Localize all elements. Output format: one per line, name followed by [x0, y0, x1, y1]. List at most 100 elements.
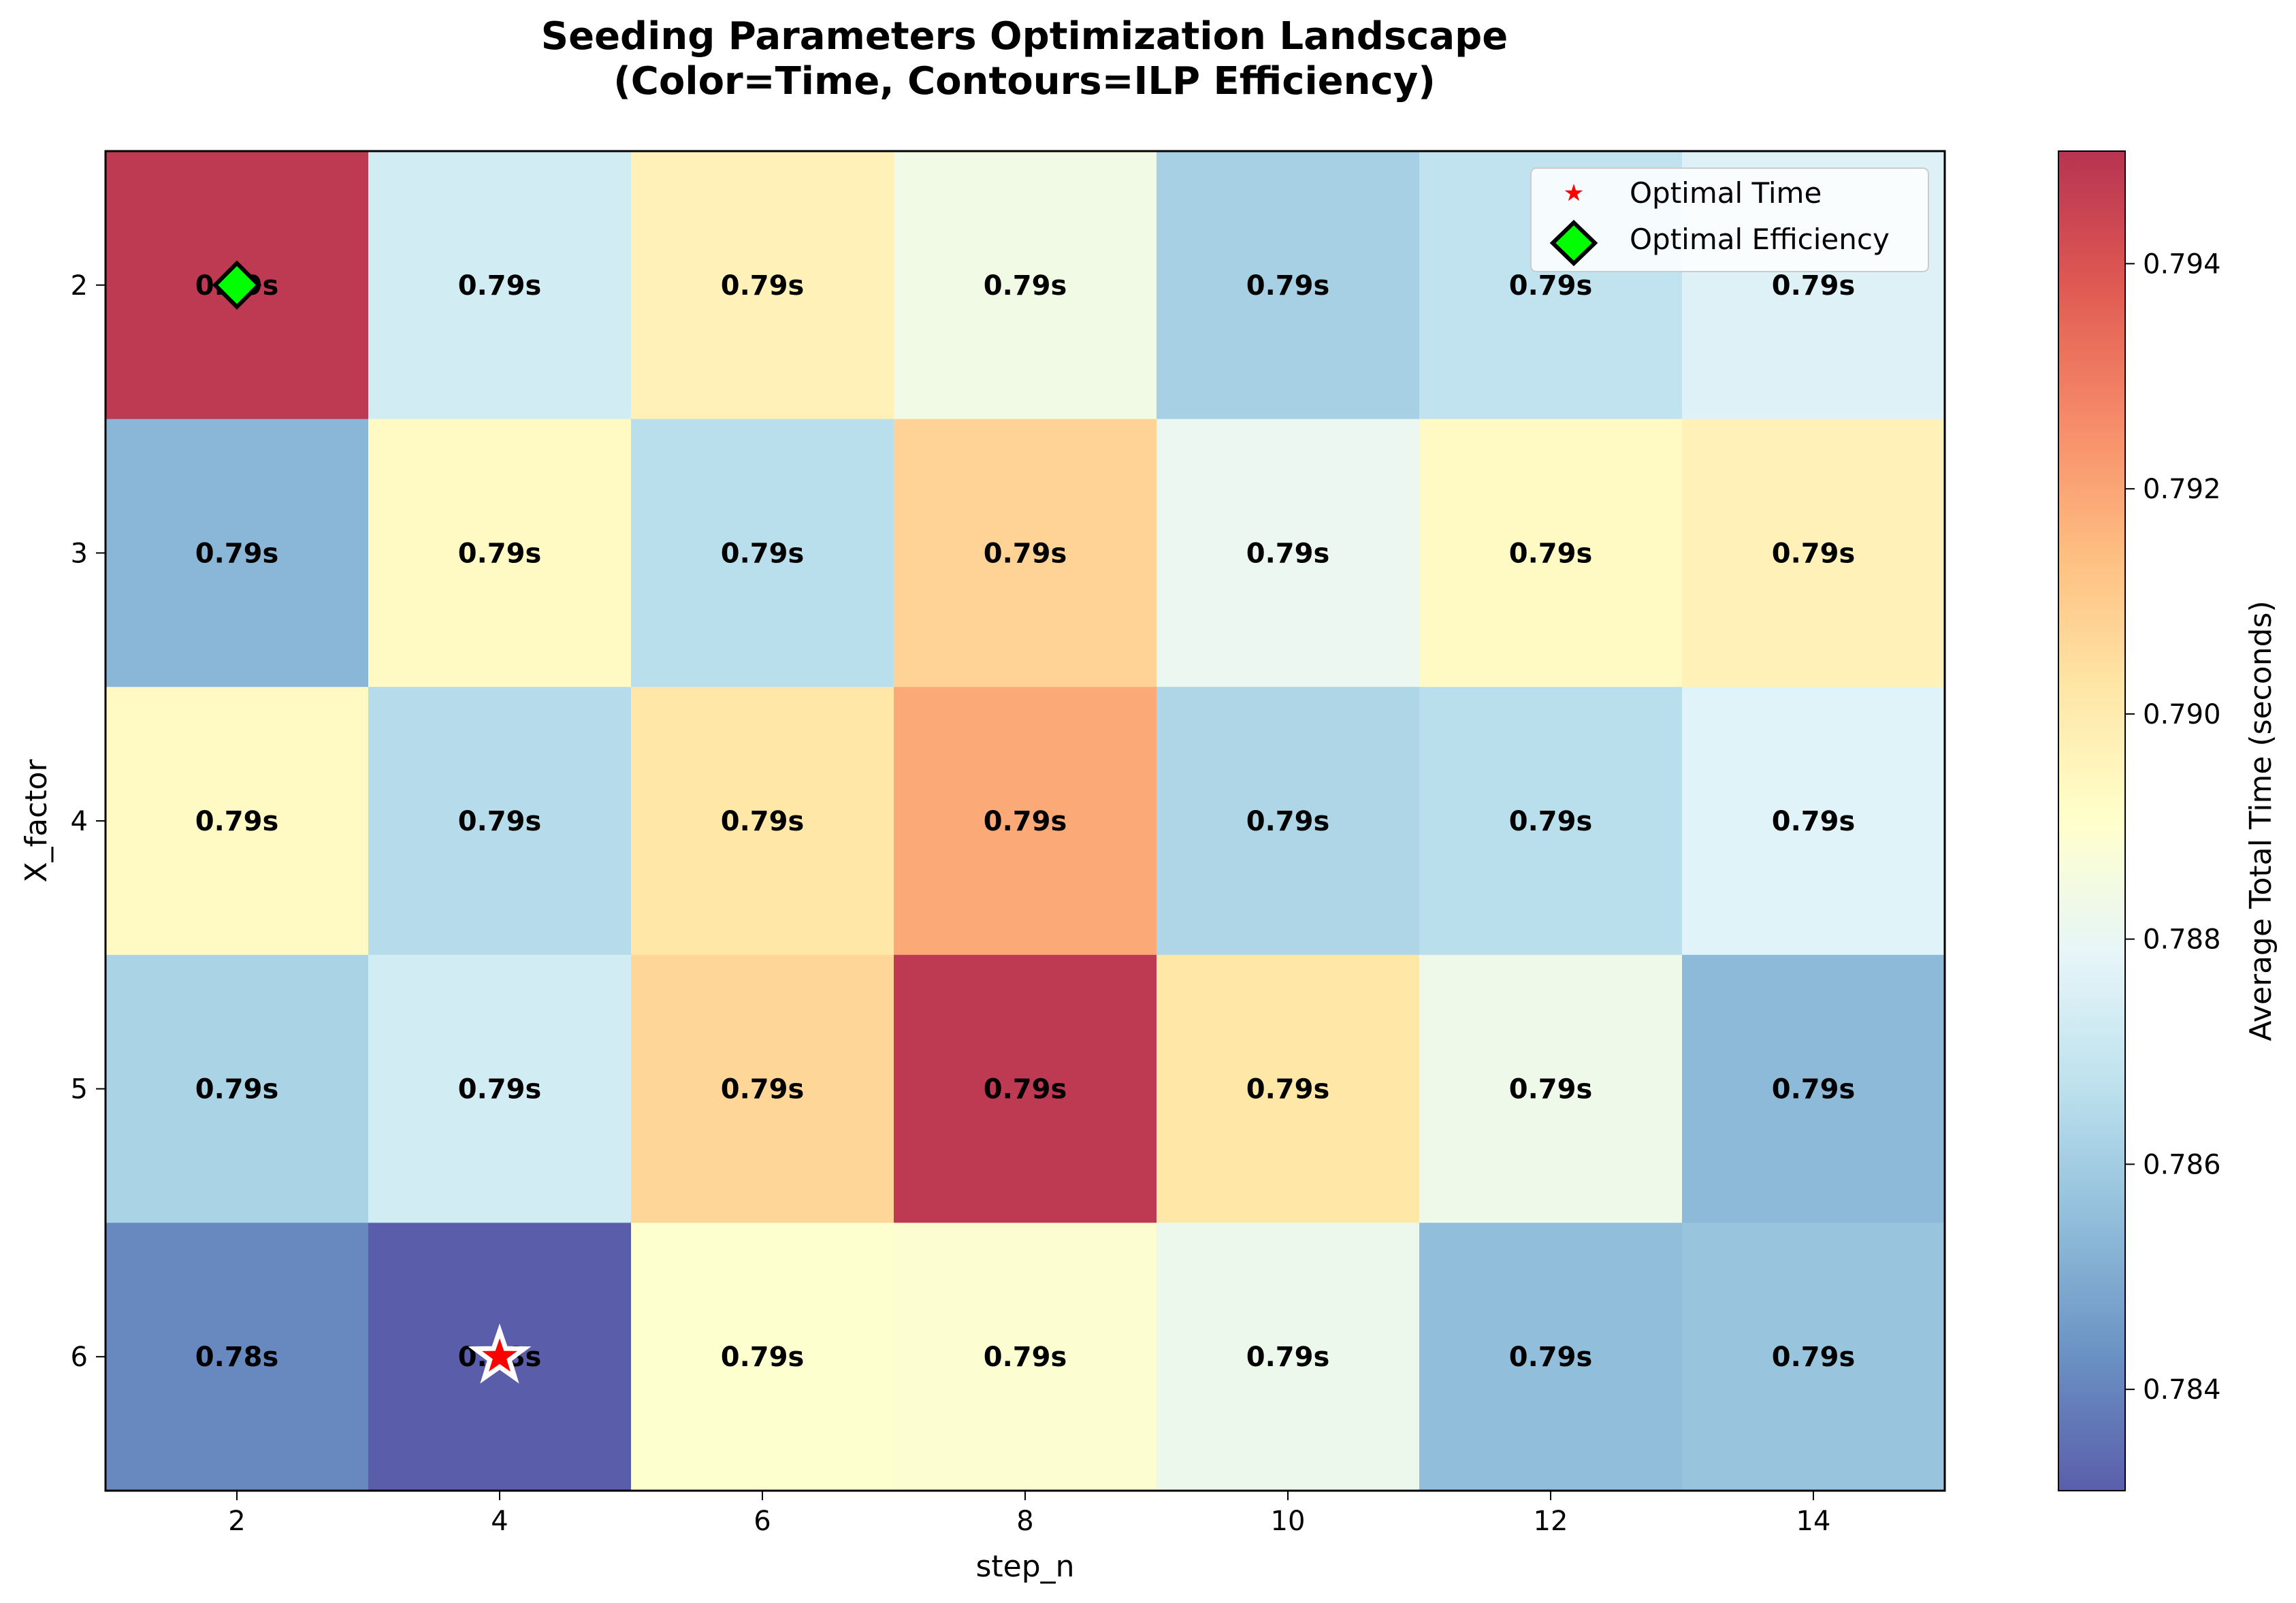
- legend-star-icon: [1564, 184, 1583, 201]
- cell-value-label: 0.79s: [458, 538, 542, 569]
- cell-value-label: 0.79s: [1509, 806, 1593, 837]
- cell-value-label: 0.79s: [1246, 806, 1330, 837]
- heatmap-cell: [631, 419, 894, 687]
- colorbar-tick-label: 0.792: [2143, 474, 2221, 505]
- colorbar: [2058, 150, 2126, 1491]
- heatmap-cell: [894, 954, 1157, 1223]
- cell-value-label: 0.79s: [1772, 538, 1856, 569]
- colorbar-tick-label: 0.786: [2143, 1149, 2221, 1180]
- cell-value-label: 0.79s: [721, 270, 805, 302]
- heatmap-cell: [1682, 1223, 1945, 1491]
- cell-value-label: 0.79s: [195, 538, 279, 569]
- cell-value-label: 0.79s: [1246, 1342, 1330, 1373]
- heatmap-cells: [106, 151, 1945, 1491]
- cell-value-label: 0.79s: [984, 806, 1067, 837]
- x-tick-label: 6: [754, 1506, 771, 1537]
- x-axis-label: step_n: [975, 1549, 1074, 1584]
- cell-value-label: 0.79s: [984, 270, 1067, 302]
- cell-value-label: 0.79s: [1772, 1074, 1856, 1105]
- cell-value-label: 0.79s: [1246, 538, 1330, 569]
- heatmap-cell: [894, 1223, 1157, 1491]
- heatmap-cell: [631, 954, 894, 1223]
- cell-value-label: 0.79s: [195, 806, 279, 837]
- cell-value-label: 0.79s: [984, 538, 1067, 569]
- y-tick-label: 4: [71, 806, 88, 837]
- y-axis-label: X_factor: [19, 759, 54, 883]
- heatmap-cell: [1419, 1223, 1683, 1491]
- x-tick-label: 2: [228, 1506, 245, 1537]
- cell-value-label: 0.79s: [721, 1342, 805, 1373]
- heatmap-cell: [631, 687, 894, 956]
- x-tick-label: 10: [1271, 1506, 1306, 1537]
- heatmap-cell: [1682, 954, 1945, 1223]
- y-tick-label: 3: [71, 538, 88, 569]
- heatmap-cell-labels: 0.79s 0.79s 0.79s 0.79s 0.79s 0.79s 0.79s 0.79s…: [195, 270, 1856, 1373]
- y-tick-label: 6: [71, 1342, 88, 1373]
- heatmap-cell: [1157, 419, 1420, 687]
- x-tick-label: 14: [1796, 1506, 1831, 1537]
- cell-value-label: 0.79s: [458, 806, 542, 837]
- heatmap-cell: [631, 151, 894, 420]
- heatmap-cell: [368, 954, 632, 1223]
- x-tick-label: 12: [1534, 1506, 1568, 1537]
- legend: Optimal Time Optimal Efficiency: [1530, 167, 1929, 272]
- cell-value-label: 0.78s: [195, 1342, 279, 1373]
- legend-diamond-icon: [1549, 219, 1598, 267]
- heatmap-cell: [368, 419, 632, 687]
- cell-value-label: 0.79s: [1772, 806, 1856, 837]
- x-tick-label: 4: [491, 1506, 508, 1537]
- cell-value-label: 0.79s: [1509, 1342, 1593, 1373]
- legend-label-optimal-time: Optimal Time: [1630, 176, 1822, 210]
- heatmap-cell: [106, 954, 369, 1223]
- cell-value-label: 0.79s: [984, 1074, 1067, 1105]
- colorbar-tick-label: 0.790: [2143, 699, 2221, 730]
- heatmap-cell: [1682, 419, 1945, 687]
- heatmap-cell: [106, 1223, 369, 1491]
- cell-value-label: 0.79s: [195, 1074, 279, 1105]
- heatmap-cell: [631, 1223, 894, 1491]
- cell-value-label: 0.79s: [721, 538, 805, 569]
- cell-value-label: 0.79s: [1246, 1074, 1330, 1105]
- heatmap-cell: [1157, 954, 1420, 1223]
- cell-value-label: 0.79s: [1246, 270, 1330, 302]
- cell-value-label: 0.79s: [1509, 538, 1593, 569]
- optimal-time-star-icon: [468, 1323, 532, 1384]
- cell-value-label: 0.79s: [721, 806, 805, 837]
- heatmap-cell: [1419, 954, 1683, 1223]
- x-axis-ticks: 2 4 6 8 10 12 14: [228, 1491, 1830, 1537]
- chart-title-line-2: (Color=Time, Contours=ILP Efficiency): [613, 59, 1436, 103]
- colorbar-tick-label: 0.788: [2143, 924, 2221, 956]
- cell-value-label: 0.79s: [721, 1074, 805, 1105]
- colorbar-tick-label: 0.784: [2143, 1374, 2221, 1406]
- heatmap-cell: [894, 151, 1157, 420]
- x-tick-label: 8: [1016, 1506, 1033, 1537]
- heatmap-cell: [894, 687, 1157, 956]
- heatmap-cell: [1419, 419, 1683, 687]
- cell-value-label: 0.79s: [984, 1342, 1067, 1373]
- legend-label-optimal-efficiency: Optimal Efficiency: [1630, 223, 1890, 256]
- heatmap-cell: [106, 687, 369, 956]
- heatmap-cell: [368, 687, 632, 956]
- heatmap-cell: [106, 419, 369, 687]
- heatmap-cell: [1157, 1223, 1420, 1491]
- cell-value-label: 0.79s: [1772, 270, 1856, 302]
- heatmap-cell: [1157, 151, 1420, 420]
- heatmap-cell: [894, 419, 1157, 687]
- y-tick-label: 5: [71, 1074, 88, 1105]
- legend-box: [1530, 167, 1929, 272]
- heatmap-cell: [1157, 687, 1420, 956]
- optimum-markers: [212, 260, 532, 1384]
- colorbar-ticks: 0.784 0.786 0.788 0.790 0.792 0.794: [2125, 248, 2221, 1406]
- cell-value-label: 0.79s: [458, 270, 542, 302]
- optimal-efficiency-diamond-icon: [212, 260, 262, 310]
- heatmap-cell: [368, 151, 632, 420]
- cell-value-label: 0.79s: [1509, 270, 1593, 302]
- y-tick-label: 2: [71, 270, 88, 302]
- cell-value-label: 0.79s: [458, 1074, 542, 1105]
- heatmap-cell: [1682, 687, 1945, 956]
- heatmap-cell: [1419, 687, 1683, 956]
- chart-title-line-1: Seeding Parameters Optimization Landscap…: [541, 14, 1508, 59]
- colorbar-tick-label: 0.794: [2143, 248, 2221, 280]
- cell-value-label: 0.79s: [1772, 1342, 1856, 1373]
